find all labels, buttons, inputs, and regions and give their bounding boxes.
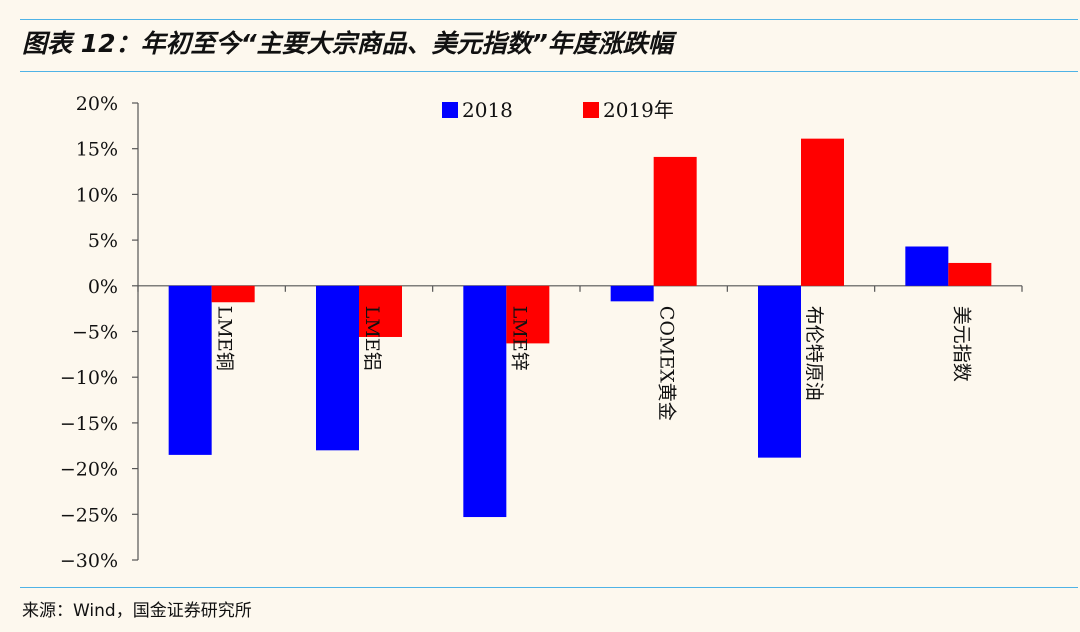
title-underline-rule bbox=[20, 71, 1078, 72]
bar-chart: 20% 15% 10% 5% 0% −5% −10% −15% −20% −25% −30% LME… bbox=[60, 93, 1023, 572]
category-labels: LME铜 LME铝 LME锌 COMEX黄金 布伦特原油 美元指数 bbox=[214, 306, 973, 421]
bar-series-2019 bbox=[211, 285, 255, 303]
y-tick-label: 15% bbox=[76, 139, 118, 161]
y-tick-label: 5% bbox=[88, 230, 118, 252]
bar-series-2018 bbox=[168, 285, 212, 455]
y-tick-label: −30% bbox=[60, 550, 118, 572]
bar-series-2019 bbox=[359, 285, 402, 337]
source-note: 来源：Wind，国金证券研究所 bbox=[22, 601, 252, 621]
category-label: LME铜 bbox=[214, 306, 236, 371]
bottom-rule bbox=[20, 587, 1078, 588]
category-label: COMEX黄金 bbox=[656, 306, 678, 421]
y-tick-label: 10% bbox=[76, 184, 118, 206]
legend: 2018 2019年 bbox=[442, 98, 674, 122]
bar-series-2019 bbox=[801, 138, 844, 286]
x-axis bbox=[137, 285, 1023, 292]
bar-series-2018 bbox=[463, 285, 507, 518]
bar-series-2018 bbox=[758, 285, 801, 458]
y-tick-label: −10% bbox=[60, 367, 118, 389]
bars bbox=[168, 138, 992, 518]
y-tick-label: −25% bbox=[60, 504, 118, 526]
legend-label: 2018 bbox=[462, 98, 513, 122]
bar-series-2018 bbox=[316, 285, 359, 451]
y-tick-label: 20% bbox=[76, 93, 118, 115]
category-label: 美元指数 bbox=[950, 306, 972, 382]
bar-series-2019 bbox=[653, 156, 697, 286]
bar-series-2018 bbox=[610, 285, 654, 302]
bar-series-2018 bbox=[905, 246, 949, 286]
bar-series-2019 bbox=[506, 285, 550, 344]
category-label: LME锌 bbox=[508, 306, 530, 371]
y-tick-label: −5% bbox=[72, 322, 118, 344]
category-label: 布伦特原油 bbox=[803, 306, 825, 401]
legend-label: 2019年 bbox=[603, 98, 674, 122]
category-label: LME铝 bbox=[361, 306, 383, 371]
y-tick-label: −15% bbox=[60, 413, 118, 435]
figure-title: 图表 12：年初至今“主要大宗商品、美元指数”年度涨跌幅 bbox=[22, 29, 673, 58]
y-axis: 20% 15% 10% 5% 0% −5% −10% −15% −20% −25% −30% bbox=[60, 93, 139, 572]
top-rule bbox=[20, 19, 1078, 20]
legend-swatch bbox=[442, 102, 458, 118]
y-tick-label: −20% bbox=[60, 459, 118, 481]
legend-swatch bbox=[583, 102, 599, 118]
y-tick-label: 0% bbox=[88, 276, 118, 298]
bar-series-2019 bbox=[948, 262, 992, 286]
